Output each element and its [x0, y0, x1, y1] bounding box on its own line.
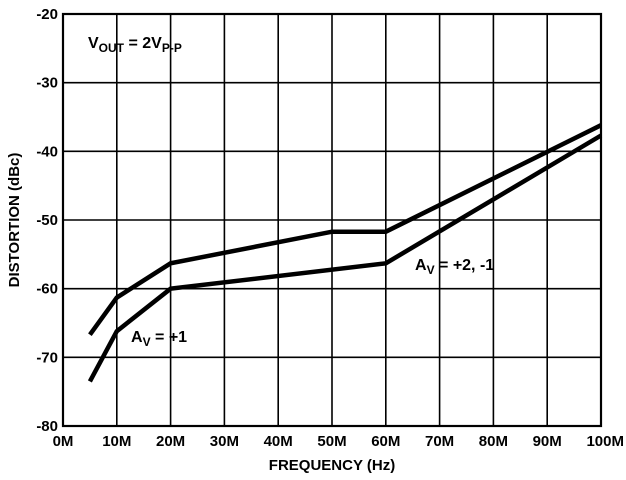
vout-subscript: OUT	[99, 41, 125, 55]
vout-annotation: VOUT = 2VP-P	[88, 35, 182, 55]
x-tick-label: 50M	[317, 433, 346, 450]
x-tick-label: 70M	[425, 433, 454, 450]
x-tick-labels: 0M 10M 20M 30M 40M 50M 60M 70M 80M 90M 100M	[53, 433, 624, 450]
vout-main: V	[88, 35, 99, 52]
x-tick-label: 80M	[479, 433, 508, 450]
x-tick-label: 10M	[102, 433, 131, 450]
x-tick-label: 90M	[533, 433, 562, 450]
x-tick-label: 40M	[264, 433, 293, 450]
series-line	[87, 133, 603, 383]
y-tick-labels: -20 -30 -40 -50 -60 -70 -80	[36, 6, 58, 435]
vout-rest: = 2V	[124, 35, 162, 52]
series-lines	[87, 123, 603, 383]
gain-plus1-main: A	[131, 329, 143, 346]
y-tick-label: -40	[36, 143, 58, 160]
y-axis-label: DISTORTION (dBc)	[6, 153, 23, 288]
gain-plus1-rest: = +1	[151, 329, 188, 346]
x-axis-label: FREQUENCY (Hz)	[269, 457, 395, 474]
x-tick-label: 0M	[53, 433, 74, 450]
y-tick-label: -50	[36, 212, 58, 229]
x-tick-label: 60M	[371, 433, 400, 450]
gain-plus1-subscript: V	[143, 335, 151, 349]
gain-plus2-main: A	[415, 257, 427, 274]
y-tick-label: -70	[36, 349, 58, 366]
x-tick-label: 30M	[210, 433, 239, 450]
y-tick-label: -60	[36, 281, 58, 298]
gain-plus1-annotation: AV = +1	[131, 329, 187, 349]
gain-plus2-rest: = +2, -1	[435, 257, 495, 274]
x-tick-label: 100M	[586, 433, 624, 450]
grid	[63, 14, 601, 426]
gain-plus2-minus1-annotation: AV = +2, -1	[415, 257, 494, 277]
vout-subscript-2: P-P	[162, 41, 182, 55]
y-tick-label: -20	[36, 6, 58, 23]
y-tick-label: -80	[36, 418, 58, 435]
plot-frame	[61, 12, 603, 428]
x-tick-label: 20M	[156, 433, 185, 450]
series-line	[88, 123, 602, 337]
y-tick-label: -30	[36, 75, 58, 92]
gain-plus2-subscript: V	[427, 263, 435, 277]
